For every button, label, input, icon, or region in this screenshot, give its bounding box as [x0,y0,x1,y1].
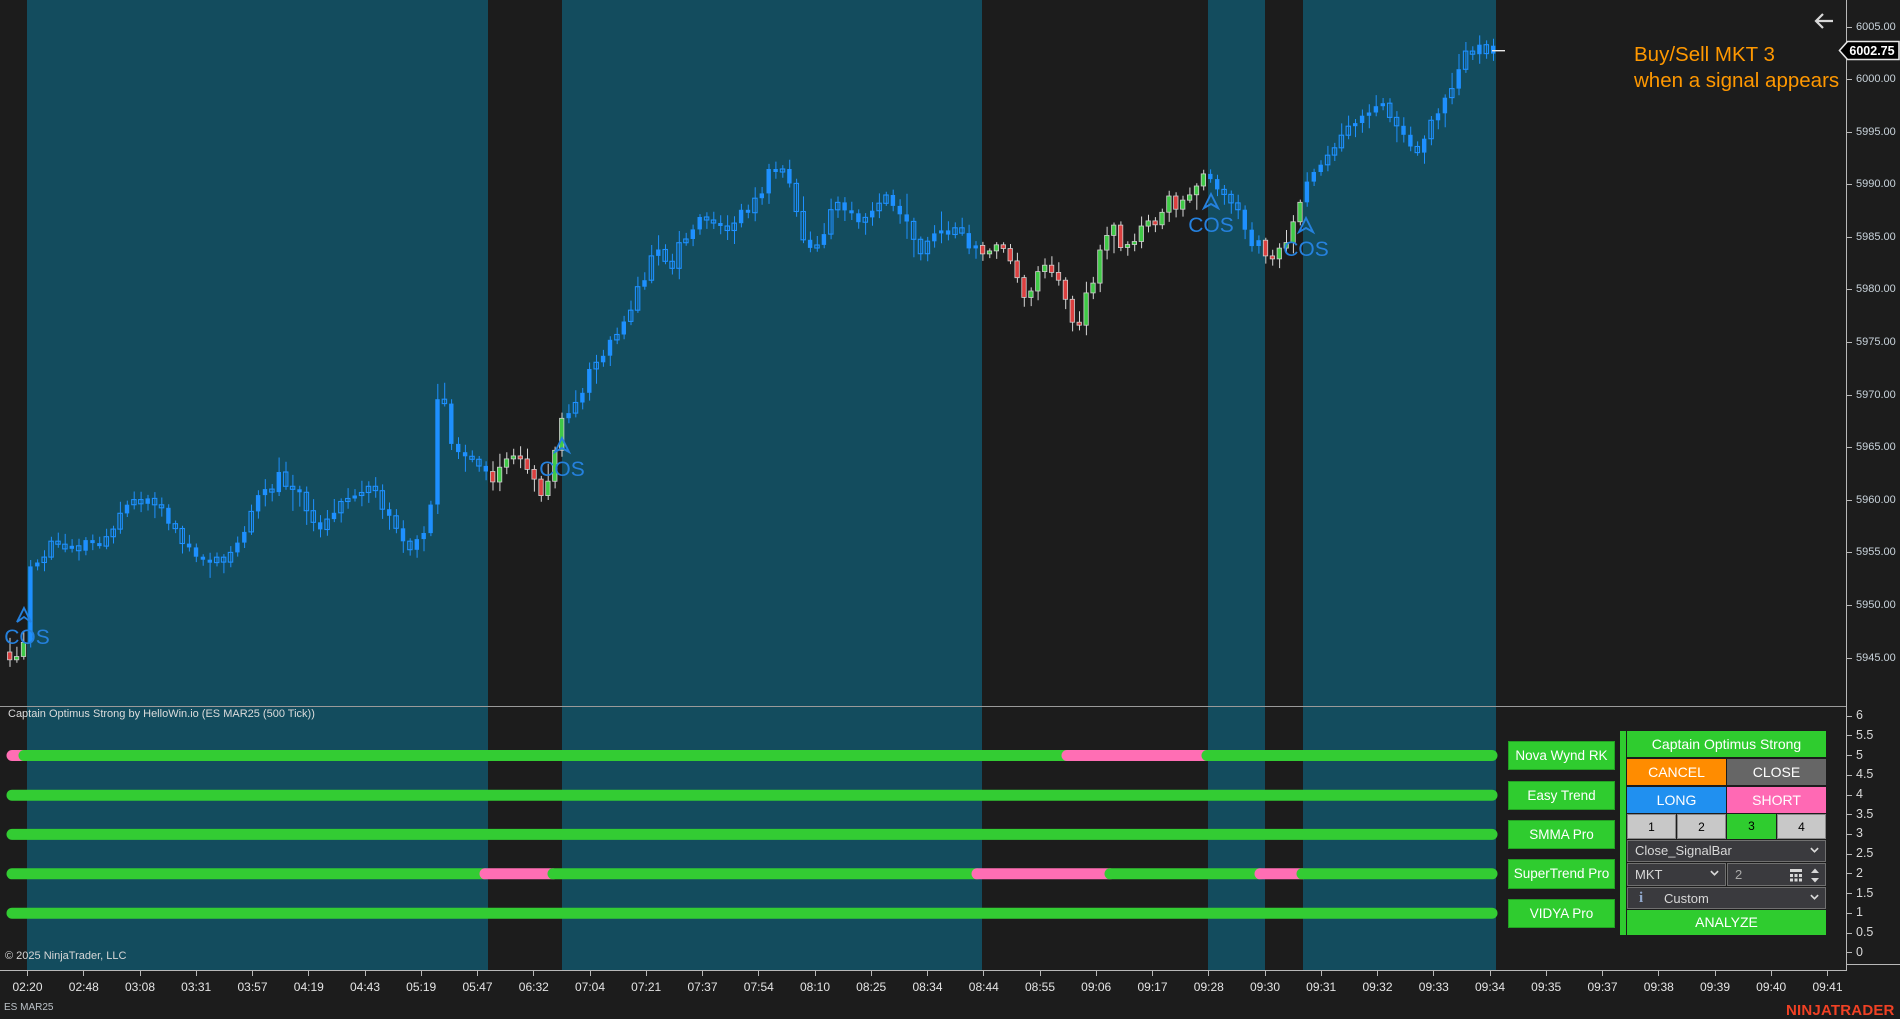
svg-text:COS: COS [539,458,585,481]
svg-text:COS: COS [1188,214,1234,237]
svg-text:COS: COS [4,626,50,649]
svg-text:6002.75: 6002.75 [1849,44,1894,58]
svg-text:COS: COS [1283,238,1329,261]
